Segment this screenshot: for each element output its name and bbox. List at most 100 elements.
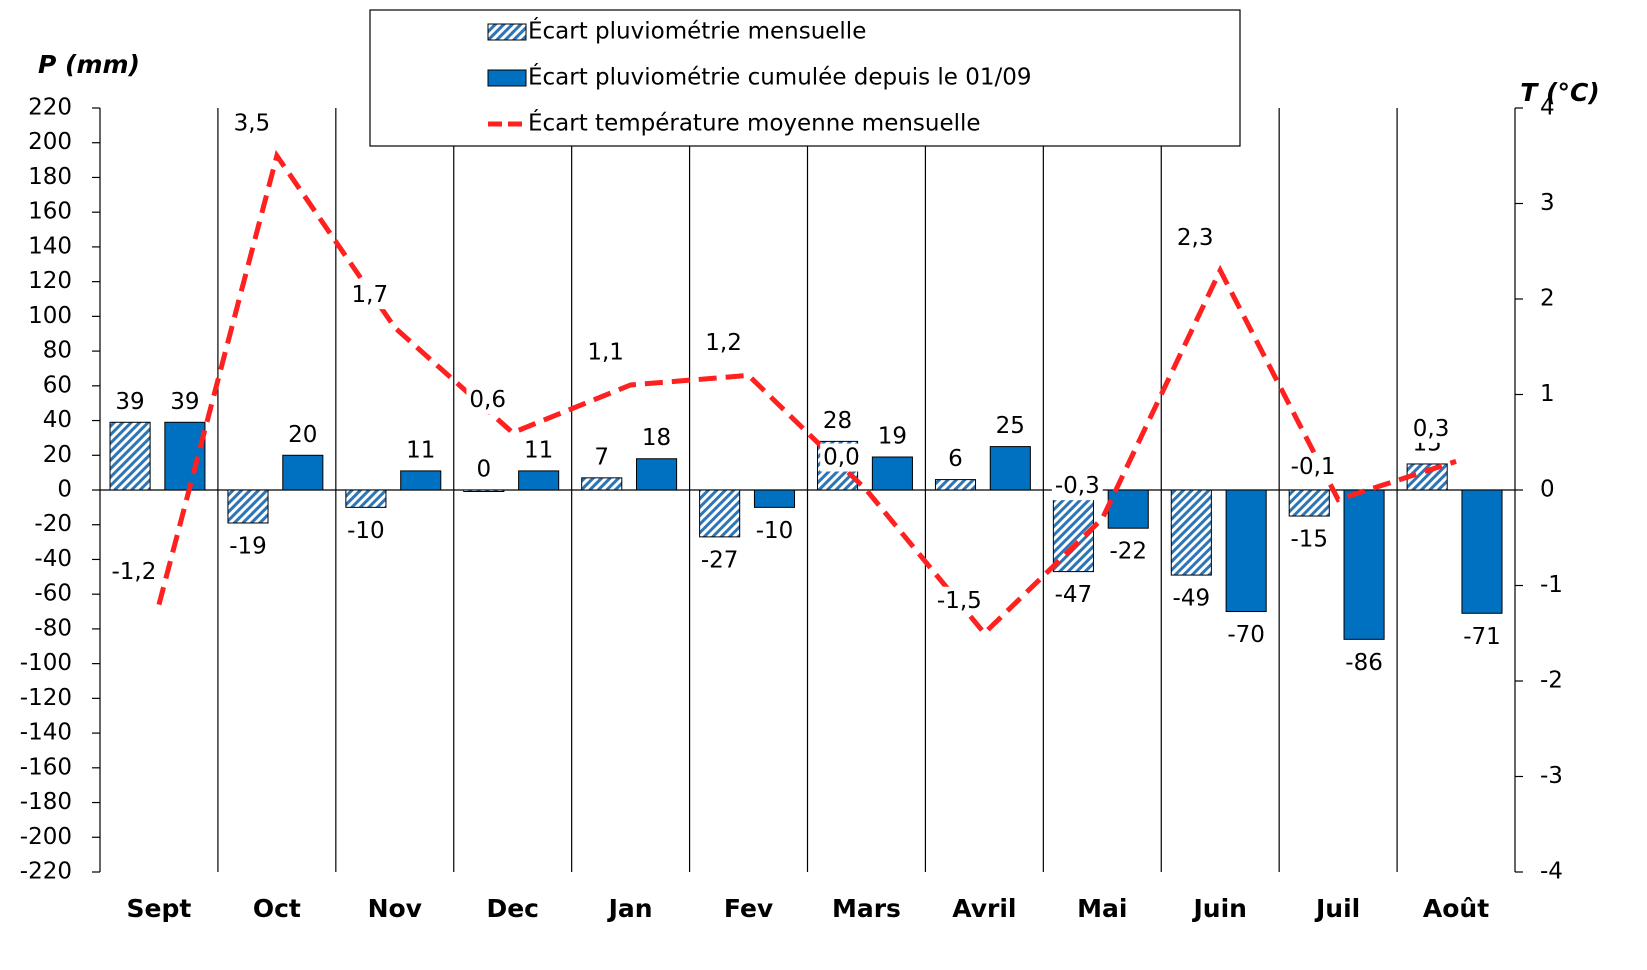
y-tick-label: -60 [34, 581, 72, 607]
data-label: -49 [1173, 586, 1211, 612]
y-tick-label: 40 [43, 407, 72, 433]
data-label: -86 [1345, 650, 1383, 676]
y-tick-label: 220 [28, 95, 72, 121]
data-label: 7 [594, 444, 609, 470]
data-label: 0,0 [823, 445, 860, 471]
legend-swatch [487, 23, 527, 41]
data-label-bg [108, 558, 160, 587]
data-label: 6 [948, 446, 963, 472]
y-tick-label: -180 [20, 789, 72, 815]
y-tick-label: -140 [20, 720, 72, 746]
data-label-bg [820, 443, 863, 472]
data-label: -1,2 [112, 559, 157, 585]
y-tick-label: 120 [28, 268, 72, 294]
y2-tick-label: -2 [1540, 668, 1563, 694]
data-label: 11 [524, 437, 553, 463]
y-tick-label: 100 [28, 303, 72, 329]
data-label: -71 [1463, 624, 1501, 650]
data-label: 39 [115, 389, 144, 415]
data-label: 1,2 [705, 330, 742, 356]
legend-label: Écart pluviométrie cumulée depuis le 01/… [528, 63, 1032, 91]
legend-label: Écart température moyenne mensuelle [528, 109, 981, 137]
bar [109, 421, 151, 491]
data-label: 39 [170, 389, 199, 415]
y-tick-label: -40 [34, 546, 72, 572]
y-tick-label: -20 [34, 511, 72, 537]
data-label: -27 [701, 547, 739, 573]
data-label: 25 [996, 413, 1025, 439]
data-label-bg [1409, 414, 1453, 443]
data-label: -10 [347, 518, 385, 544]
data-label: 19 [878, 424, 907, 450]
data-label: 1,7 [352, 282, 389, 308]
bar [871, 456, 913, 491]
bar [989, 446, 1031, 491]
data-label: 1,1 [587, 339, 624, 365]
data-label-bg [466, 386, 509, 415]
x-tick-label: Mars [832, 894, 901, 923]
y-tick-label: -100 [20, 650, 72, 676]
bar [463, 489, 505, 492]
y2-axis-title: T (°C) [1520, 78, 1599, 107]
y2-tick-label: 2 [1540, 286, 1555, 312]
data-label: 18 [642, 425, 671, 451]
y2-tick-label: 0 [1540, 477, 1555, 503]
data-label-bg [1051, 472, 1103, 501]
bar [1288, 489, 1330, 517]
data-label: -19 [229, 533, 267, 559]
bar [753, 489, 796, 508]
y2-tick-label: -1 [1540, 572, 1563, 598]
x-tick-label: Août [1423, 894, 1489, 923]
data-label-bg [230, 109, 274, 138]
y-tick-label: -220 [20, 859, 72, 885]
y-tick-label: -120 [20, 685, 72, 711]
y2-tick-label: 1 [1540, 381, 1555, 407]
data-label: -22 [1109, 539, 1147, 565]
data-label-bg [933, 586, 985, 615]
y2-tick-label: 4 [1540, 95, 1555, 121]
y-tick-label: -80 [34, 615, 72, 641]
data-label: 0,6 [469, 387, 506, 413]
data-label: 0 [476, 457, 491, 483]
y-tick-label: 200 [28, 129, 72, 155]
data-label-bg [1287, 453, 1339, 482]
y2-tick-label: -4 [1540, 859, 1563, 885]
data-label: -47 [1055, 582, 1093, 608]
data-label: -10 [756, 518, 794, 544]
bar [1170, 489, 1212, 576]
data-label: 28 [823, 408, 852, 434]
bar [1107, 489, 1149, 529]
x-tick-label: Mai [1077, 894, 1127, 923]
y2-tick-label: 3 [1540, 190, 1555, 216]
bar [164, 421, 206, 491]
bar [518, 470, 560, 491]
x-tick-label: Jan [607, 894, 653, 923]
y-tick-label: 80 [43, 338, 72, 364]
x-tick-label: Avril [952, 894, 1016, 923]
data-label: 3,5 [234, 110, 271, 136]
y2-tick-label: -3 [1540, 763, 1563, 789]
y-tick-label: -200 [20, 824, 72, 850]
y-tick-label: 20 [43, 442, 72, 468]
bar [400, 470, 442, 491]
x-tick-label: Fev [724, 894, 773, 923]
y-tick-label: 140 [28, 233, 72, 259]
x-tick-label: Dec [486, 894, 539, 923]
bar [934, 479, 977, 491]
data-label: -0,1 [1291, 454, 1336, 480]
y-tick-label: 0 [57, 477, 72, 503]
bar [1225, 489, 1267, 613]
data-label-bg [1173, 223, 1217, 252]
bar [345, 489, 387, 508]
x-tick-label: Oct [253, 894, 301, 923]
bar [227, 489, 269, 524]
data-label: 11 [406, 437, 435, 463]
data-label: -70 [1227, 622, 1265, 648]
y-tick-label: 180 [28, 164, 72, 190]
bar [1343, 489, 1385, 640]
y-tick-label: 60 [43, 372, 72, 398]
bar [581, 477, 623, 491]
data-label: 2,3 [1177, 225, 1214, 251]
